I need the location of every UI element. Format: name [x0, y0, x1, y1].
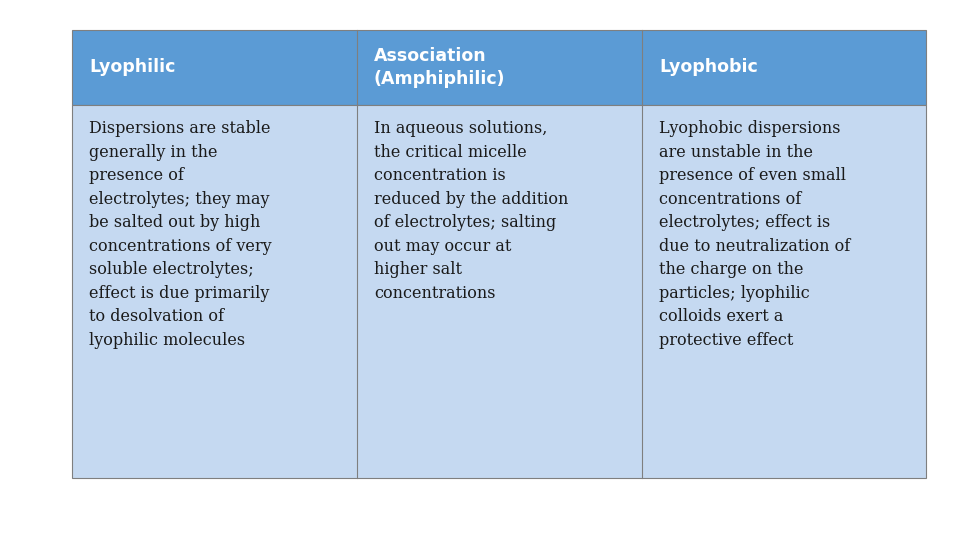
- Text: In aqueous solutions,
the critical micelle
concentration is
reduced by the addit: In aqueous solutions, the critical micel…: [373, 120, 568, 302]
- Text: Lyophobic: Lyophobic: [660, 58, 757, 77]
- Text: Association
(Amphiphilic): Association (Amphiphilic): [373, 47, 505, 88]
- FancyBboxPatch shape: [72, 30, 926, 105]
- Text: Lyophilic: Lyophilic: [89, 58, 176, 77]
- FancyBboxPatch shape: [72, 105, 926, 478]
- Text: Dispersions are stable
generally in the
presence of
electrolytes; they may
be sa: Dispersions are stable generally in the …: [89, 120, 272, 349]
- Text: Lyophobic dispersions
are unstable in the
presence of even small
concentrations : Lyophobic dispersions are unstable in th…: [660, 120, 851, 349]
